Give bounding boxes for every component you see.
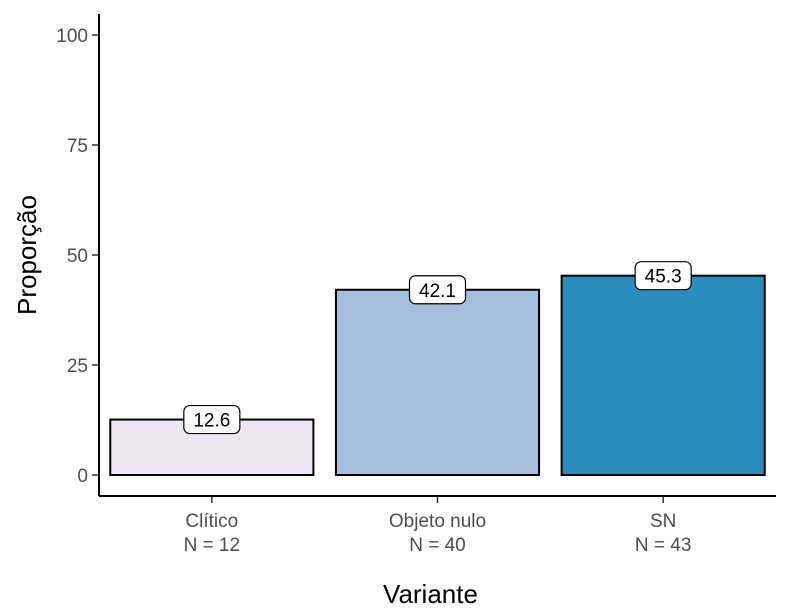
x-axis-title: Variante (383, 579, 478, 608)
x-tick-label: Clítico N = 12 (184, 511, 241, 556)
data-label-box (634, 261, 692, 291)
data-label-text: 12.6 (193, 411, 230, 432)
data-label: 45.3 (634, 261, 692, 291)
bars (109, 274, 766, 477)
x-tick-label: Objeto nulo N = 40 (389, 511, 486, 556)
y-tick-label: 50 (67, 246, 88, 267)
data-label-text: 42.1 (419, 281, 456, 302)
y-tick-label: 25 (67, 356, 88, 377)
bar (560, 274, 766, 476)
y-axis-ticks: 0 25 50 75 100 (56, 26, 99, 487)
y-tick-label: 0 (77, 466, 88, 487)
data-label: 42.1 (408, 275, 467, 305)
y-axis-title: Proporção (12, 195, 42, 315)
x-axis-ticks: Clítico N = 12 Objeto nulo N = 40 SN N = 43 (184, 496, 692, 556)
data-label-box (183, 404, 241, 435)
x-tick-label: SN N = 43 (635, 511, 692, 556)
bar (334, 288, 541, 477)
data-label-text: 45.3 (645, 267, 682, 288)
data-label-box (408, 275, 467, 305)
data-label: 12.6 (183, 404, 241, 435)
data-labels: 12.6 42.1 45.3 (183, 261, 692, 435)
y-tick-label: 75 (67, 136, 88, 157)
y-tick-label: 100 (56, 26, 88, 47)
